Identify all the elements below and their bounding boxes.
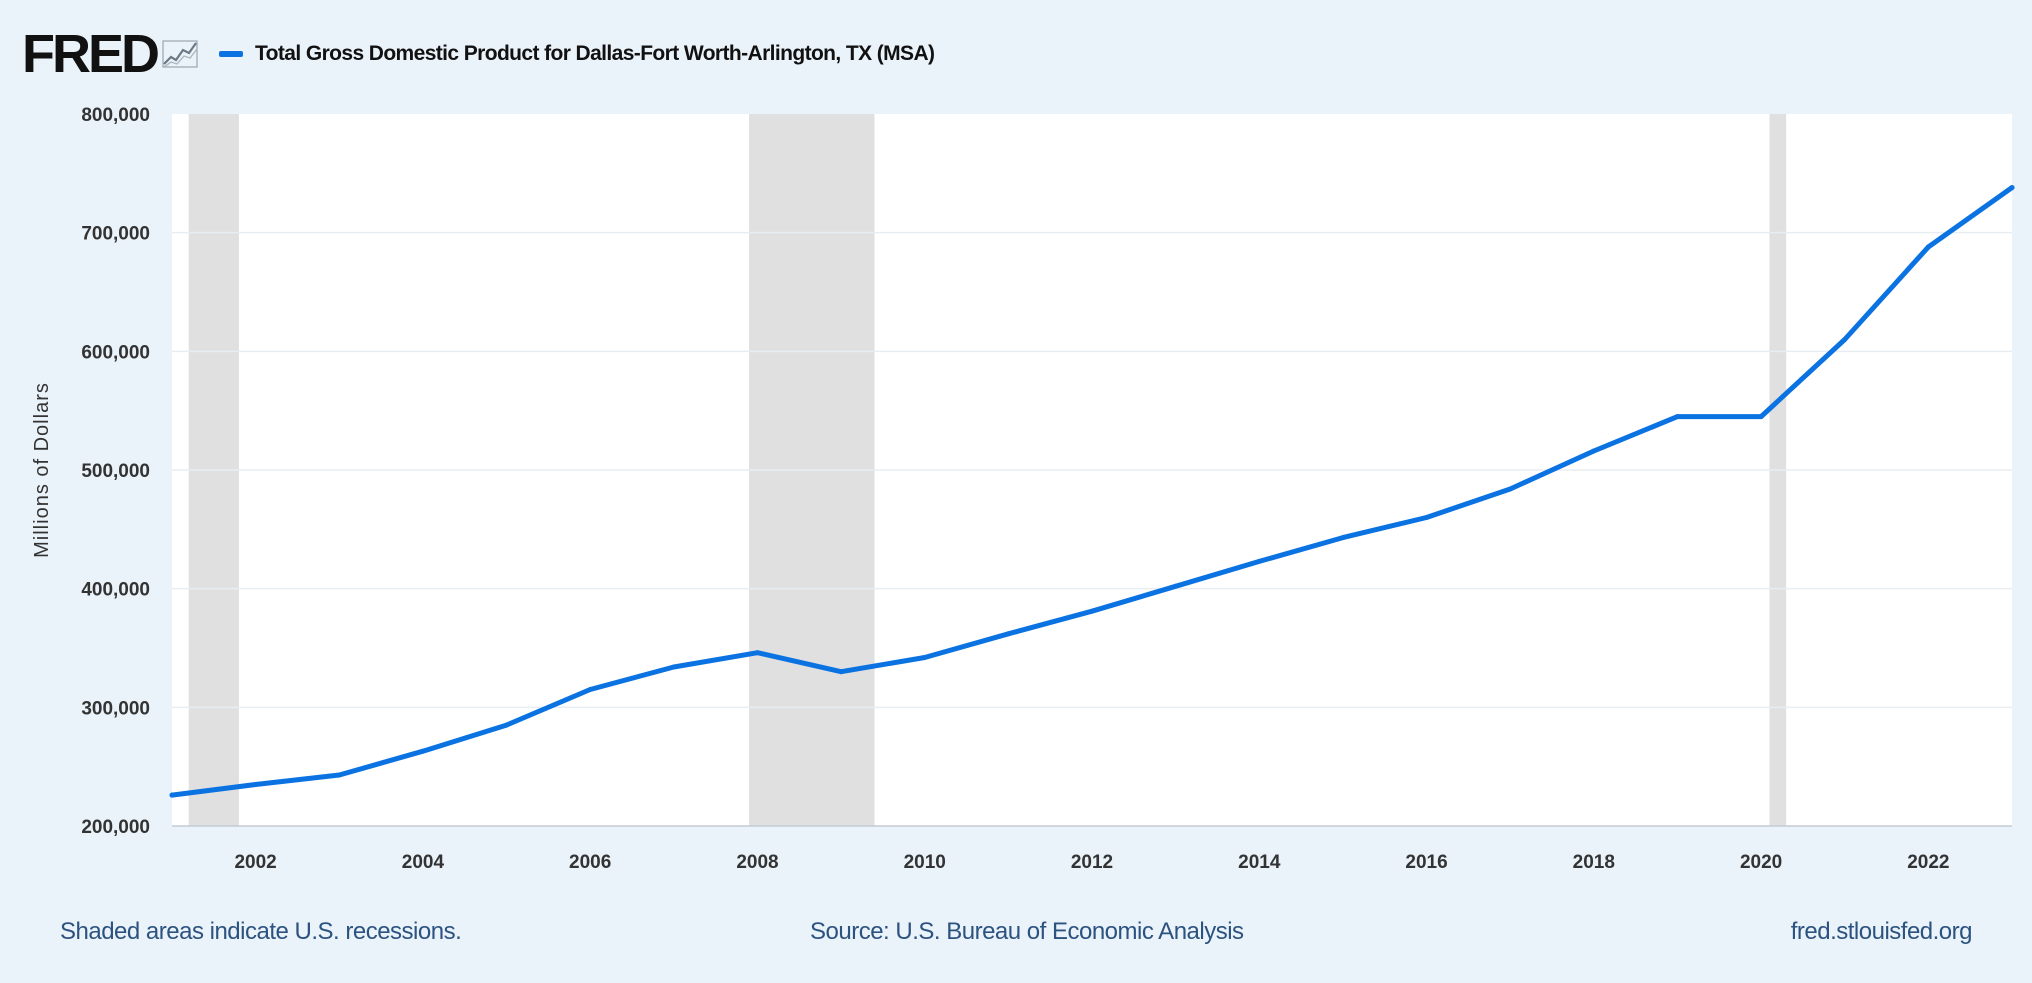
x-tick-label: 2012 xyxy=(1071,852,1113,873)
y-tick-label: 700,000 xyxy=(81,224,150,245)
data-point xyxy=(253,781,259,787)
x-tick-label: 2004 xyxy=(402,852,445,873)
data-point xyxy=(1758,414,1764,420)
data-point xyxy=(1674,414,1680,420)
y-tick-label: 200,000 xyxy=(81,817,150,838)
data-point xyxy=(838,669,844,675)
x-tick-label: 2018 xyxy=(1573,852,1615,873)
data-point xyxy=(420,748,426,754)
data-point xyxy=(1173,583,1179,589)
data-point xyxy=(587,687,593,693)
data-point xyxy=(1256,558,1262,564)
data-point xyxy=(336,772,342,778)
legend-label: Total Gross Domestic Product for Dallas-… xyxy=(255,42,935,65)
y-tick-label: 400,000 xyxy=(81,580,150,601)
fred-url-link[interactable]: fred.stlouisfed.org xyxy=(1790,918,1973,945)
data-point xyxy=(1340,535,1346,541)
recession-note: Shaded areas indicate U.S. recessions. xyxy=(60,918,462,945)
x-tick-label: 2008 xyxy=(736,852,778,873)
y-axis-label: Millions of Dollars xyxy=(31,382,53,558)
data-point xyxy=(1925,244,1931,250)
y-tick-label: 500,000 xyxy=(81,461,150,482)
x-tick-label: 2014 xyxy=(1238,852,1281,873)
data-point xyxy=(1842,336,1848,342)
x-tick-label: 2022 xyxy=(1907,852,1949,873)
x-tick-label: 2010 xyxy=(904,852,946,873)
y-tick-label: 600,000 xyxy=(81,342,150,363)
data-point xyxy=(754,650,760,656)
y-tick-label: 800,000 xyxy=(81,105,150,126)
legend-swatch xyxy=(219,51,243,57)
data-point xyxy=(504,722,510,728)
x-tick-label: 2002 xyxy=(234,852,276,873)
data-point xyxy=(1424,514,1430,520)
data-point xyxy=(2009,185,2015,191)
data-point xyxy=(1005,631,1011,637)
fred-logo-text: FRED xyxy=(22,24,160,84)
y-tick-label: 300,000 xyxy=(81,698,150,719)
x-tick-label: 2006 xyxy=(569,852,611,873)
data-point xyxy=(1507,486,1513,492)
data-point xyxy=(169,792,175,798)
data-point xyxy=(671,664,677,670)
gdp-line-chart: 200,000 300,000 400,000 500,000 600,000 700,0… xyxy=(31,105,2015,873)
source-note: Source: U.S. Bureau of Economic Analysis xyxy=(810,918,1244,945)
fred-logo[interactable]: FRED xyxy=(22,23,201,85)
x-tick-label: 2020 xyxy=(1740,852,1782,873)
fred-chart-icon xyxy=(162,40,198,68)
chart-header: FRED Total Gross Domestic Product for Da… xyxy=(22,23,935,85)
x-tick-label: 2016 xyxy=(1405,852,1447,873)
data-point xyxy=(1089,608,1095,614)
data-point xyxy=(1591,448,1597,454)
chart-legend: Total Gross Domestic Product for Dallas-… xyxy=(219,42,935,66)
data-point xyxy=(922,654,928,660)
